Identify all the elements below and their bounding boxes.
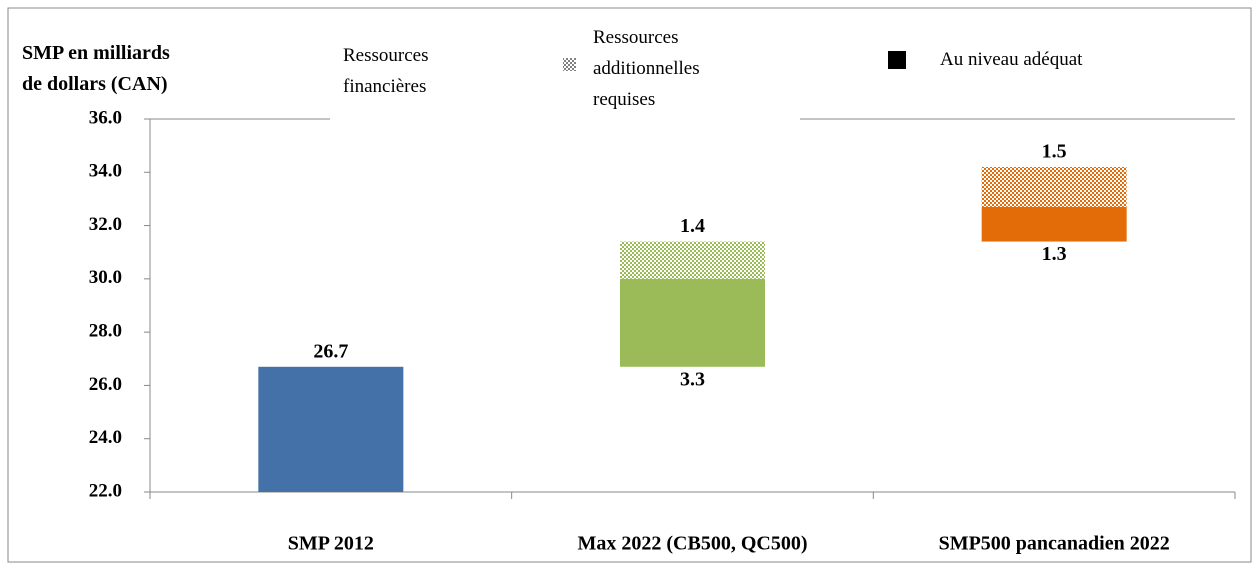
- legend-label: Ressources financières: [343, 45, 429, 97]
- y-tick-label: 30.0: [89, 267, 122, 288]
- y-tick-label: 26.0: [89, 374, 122, 395]
- legend-label: Ressources additionnelles requises: [593, 27, 700, 110]
- chart-frame: [7, 7, 1252, 563]
- x-tick-label: Max 2022 (CB500, QC500): [578, 533, 808, 555]
- x-tick-label: SMP500 pancanadien 2022: [939, 533, 1170, 555]
- y-tick-label: 34.0: [89, 161, 122, 182]
- data-label: 26.7: [313, 340, 348, 362]
- y-axis-title: SMP en milliards: [22, 42, 170, 64]
- legend-label: Au niveau adéquat: [940, 49, 1083, 70]
- bar-segment: [981, 206, 1127, 242]
- bar-segment: [981, 166, 1127, 207]
- data-label: 1.3: [1042, 243, 1067, 265]
- bar-segment: [620, 241, 765, 279]
- data-label: 1.4: [680, 215, 705, 237]
- data-label: 3.3: [680, 368, 705, 390]
- y-tick-label: 24.0: [89, 427, 122, 448]
- legend-swatch: [888, 51, 906, 69]
- x-tick-label: SMP 2012: [288, 533, 374, 555]
- y-tick-label: 36.0: [89, 107, 122, 128]
- bar-segment: [982, 242, 1127, 492]
- bar-segment: [620, 278, 765, 367]
- y-axis-title: de dollars (CAN): [22, 73, 168, 95]
- data-label: 1.5: [1042, 141, 1067, 163]
- y-tick-label: 28.0: [89, 321, 122, 342]
- bar-segment: [258, 366, 404, 492]
- legend-swatch: [563, 58, 576, 71]
- y-tick-label: 32.0: [89, 214, 122, 235]
- y-tick-label: 22.0: [89, 480, 122, 501]
